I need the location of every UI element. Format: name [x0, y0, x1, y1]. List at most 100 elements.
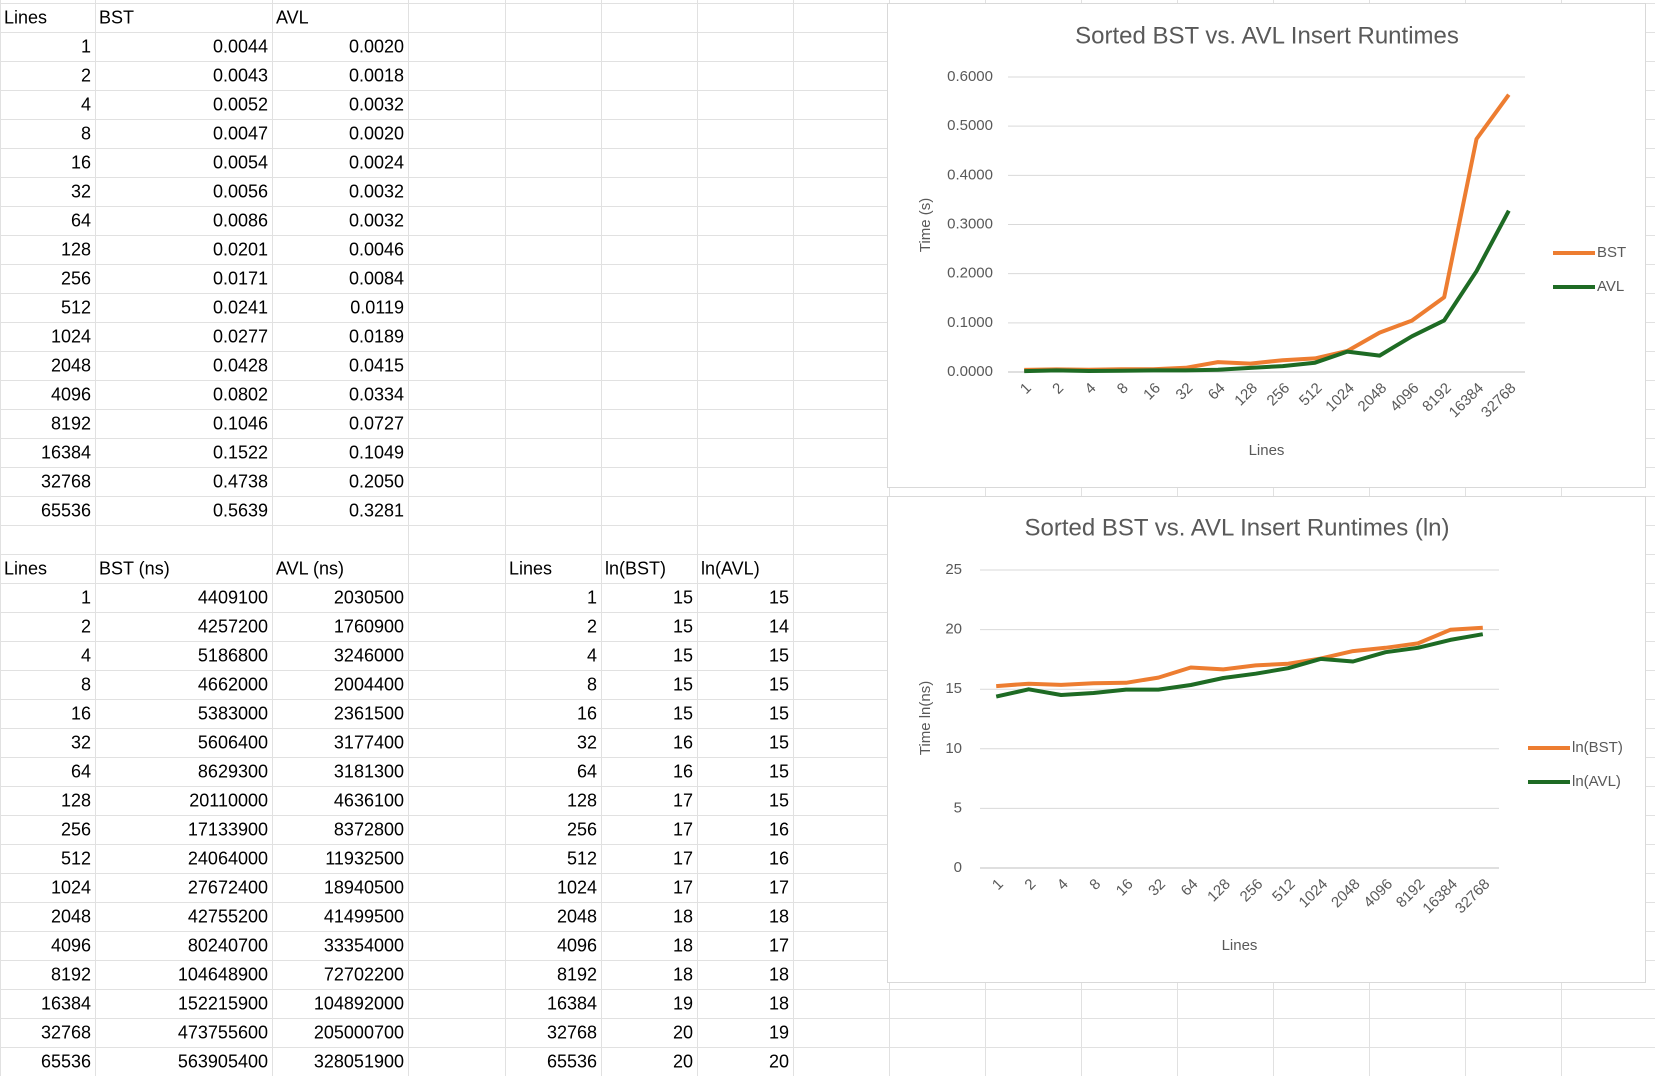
cell: 0.0052 — [213, 94, 268, 114]
cell: 2361500 — [334, 703, 404, 723]
cell: 8 — [81, 674, 91, 694]
cell: 32768 — [547, 1022, 597, 1042]
legend-label: ln(BST) — [1572, 739, 1623, 756]
y-tick-label: 10 — [945, 740, 962, 757]
cell: 15 — [673, 616, 693, 636]
cell: 8192 — [557, 964, 597, 984]
cell: 17 — [769, 877, 789, 897]
cell: 65536 — [41, 1051, 91, 1071]
y-tick-label: 0.5000 — [947, 117, 993, 134]
cell: 0.0056 — [213, 181, 268, 201]
cell: 4 — [587, 645, 597, 665]
cell: 32 — [71, 732, 91, 752]
cell: 5186800 — [198, 645, 268, 665]
cell: 1024 — [51, 877, 91, 897]
cell: 18 — [673, 964, 693, 984]
cell: 1760900 — [334, 616, 404, 636]
cell: 27672400 — [188, 877, 268, 897]
cell: 16384 — [41, 993, 91, 1013]
column-header: ln(AVL) — [701, 558, 760, 578]
cell: 0.0020 — [349, 36, 404, 56]
cell: 16 — [71, 703, 91, 723]
cell: 65536 — [547, 1051, 597, 1071]
cell: 1024 — [557, 877, 597, 897]
cell: 0.0046 — [349, 239, 404, 259]
x-axis-title: Lines — [1249, 442, 1285, 459]
cell: 0.0018 — [349, 65, 404, 85]
cell: 205000700 — [314, 1022, 404, 1042]
cell: 4096 — [51, 935, 91, 955]
cell: 0.0241 — [213, 297, 268, 317]
y-tick-label: 0 — [954, 859, 962, 876]
cell: 4636100 — [334, 790, 404, 810]
cell: 328051900 — [314, 1051, 404, 1071]
cell: 17 — [673, 819, 693, 839]
column-header: Lines — [509, 558, 552, 578]
legend-label: AVL — [1597, 278, 1624, 295]
cell: 42755200 — [188, 906, 268, 926]
cell: 15 — [769, 790, 789, 810]
cell: 4409100 — [198, 587, 268, 607]
y-tick-label: 0.2000 — [947, 265, 993, 282]
cell: 0.0415 — [349, 355, 404, 375]
cell: 0.3281 — [349, 500, 404, 520]
cell: 128 — [61, 790, 91, 810]
cell: 0.0086 — [213, 210, 268, 230]
cell: 2048 — [51, 906, 91, 926]
cell: 512 — [61, 297, 91, 317]
column-header: BST — [99, 7, 134, 27]
cell: 18 — [769, 993, 789, 1013]
cell: 1024 — [51, 326, 91, 346]
data-line — [996, 625, 1483, 689]
cell: 0.0277 — [213, 326, 268, 346]
cell: 0.2050 — [349, 471, 404, 491]
cell: 0.0032 — [349, 181, 404, 201]
cell: 256 — [61, 819, 91, 839]
cell: 1 — [81, 587, 91, 607]
cell: 473755600 — [178, 1022, 268, 1042]
cell: 15 — [769, 645, 789, 665]
cell: 32768 — [41, 1022, 91, 1042]
cell: 2048 — [557, 906, 597, 926]
cell: 16 — [769, 848, 789, 868]
cell: 14 — [769, 616, 789, 636]
cell: 15 — [673, 703, 693, 723]
cell: 104648900 — [178, 964, 268, 984]
cell: 0.1049 — [349, 442, 404, 462]
cell: 17 — [769, 935, 789, 955]
cell: 2048 — [51, 355, 91, 375]
chart-area — [887, 3, 1646, 488]
cell: 0.1046 — [213, 413, 268, 433]
cell: 0.0428 — [213, 355, 268, 375]
cell: 0.0119 — [350, 297, 404, 317]
data-line — [995, 632, 1484, 699]
cell: 4096 — [51, 384, 91, 404]
cell: 8 — [587, 674, 597, 694]
cell: 19 — [769, 1022, 789, 1042]
cell: 0.0043 — [213, 65, 268, 85]
cell: 0.0201 — [213, 239, 268, 259]
cell: 15 — [769, 732, 789, 752]
cell: 64 — [71, 210, 91, 230]
cell: 5383000 — [198, 703, 268, 723]
cell: 0.0189 — [349, 326, 404, 346]
data-line — [1024, 209, 1511, 374]
cell: 104892000 — [314, 993, 404, 1013]
cell: 32 — [71, 181, 91, 201]
cell: 18 — [769, 964, 789, 984]
cell: 3181300 — [334, 761, 404, 781]
y-tick-label: 20 — [945, 621, 962, 638]
y-axis-title: Time ln(ns) — [917, 681, 934, 755]
cell: 3177400 — [334, 732, 404, 752]
cell: 2030500 — [334, 587, 404, 607]
cell: 20 — [673, 1051, 693, 1071]
cell: 16 — [673, 761, 693, 781]
cell: 4 — [81, 645, 91, 665]
cell: 8372800 — [334, 819, 404, 839]
cell: 32 — [577, 732, 597, 752]
cell: 16 — [71, 152, 91, 172]
cell: 15 — [673, 587, 693, 607]
cell: 0.0171 — [213, 268, 268, 288]
cell: 64 — [577, 761, 597, 781]
cell: 8192 — [51, 413, 91, 433]
